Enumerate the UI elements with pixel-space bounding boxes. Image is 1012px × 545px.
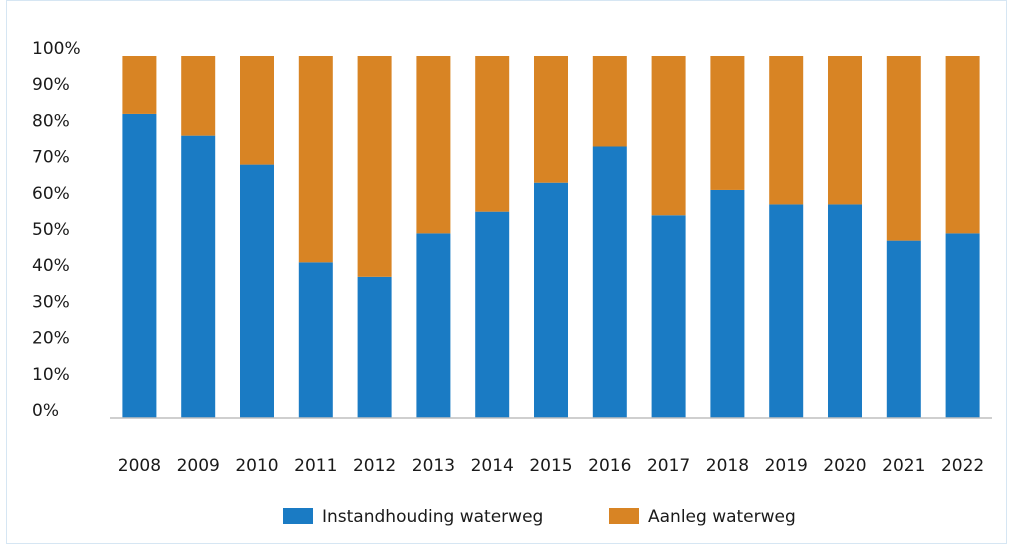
x-tick-label: 2012: [353, 456, 396, 476]
y-tick-label: 70%: [32, 148, 70, 168]
bar-segment: [240, 56, 274, 165]
y-tick-label: 90%: [32, 75, 70, 95]
bar-segment: [122, 113, 157, 419]
x-tick-label: 2019: [765, 456, 808, 476]
x-tick-label: 2014: [471, 456, 514, 476]
bar-segment: [534, 56, 568, 183]
x-tick-label: 2008: [118, 456, 161, 476]
x-tick-label: 2020: [823, 456, 866, 476]
bar-segment: [828, 204, 862, 418]
bar-segment: [298, 262, 333, 418]
bar-segment: [122, 56, 157, 114]
bar-segment: [592, 56, 627, 147]
bar-segment: [240, 164, 274, 418]
bar-segment: [886, 240, 921, 418]
bar-segment: [651, 56, 686, 216]
bar-segment: [710, 189, 745, 418]
bar-segment: [886, 56, 921, 241]
bar-segment: [769, 56, 804, 205]
bar-segment: [945, 56, 980, 234]
bar-segment: [416, 56, 451, 234]
bar-segment: [592, 146, 627, 418]
bar-segment: [357, 56, 392, 277]
bar-segment: [945, 233, 980, 418]
x-tick-label: 2018: [706, 456, 749, 476]
x-tick-label: 2010: [235, 456, 278, 476]
bar-segment: [475, 211, 510, 418]
x-tick-label: 2021: [882, 456, 925, 476]
bar-segment: [298, 56, 333, 263]
x-tick-label: 2017: [647, 456, 690, 476]
bar-segment: [475, 56, 510, 212]
x-tick-label: 2011: [294, 456, 337, 476]
y-tick-label: 40%: [32, 256, 70, 276]
bar-segment: [181, 56, 216, 136]
x-tick-label: 2015: [529, 456, 572, 476]
bar-segment: [181, 135, 216, 418]
y-tick-label: 100%: [32, 39, 81, 59]
bar-segment: [769, 204, 804, 418]
legend-label: Aanleg waterweg: [648, 507, 796, 527]
legend-label: Instandhouding waterweg: [322, 507, 543, 527]
x-tick-label: 2022: [941, 456, 984, 476]
y-tick-label: 60%: [32, 184, 70, 204]
bar-segment: [828, 56, 862, 205]
y-tick-label: 10%: [32, 365, 70, 385]
y-tick-label: 0%: [32, 401, 59, 421]
y-tick-label: 20%: [32, 329, 70, 349]
bar-segment: [534, 182, 568, 418]
x-tick-label: 2016: [588, 456, 631, 476]
legend-swatch: [609, 508, 639, 524]
x-tick-label: 2013: [412, 456, 455, 476]
frame: [6, 0, 1007, 544]
bar-segment: [651, 215, 686, 418]
bar-segment: [710, 56, 745, 190]
y-tick-label: 30%: [32, 292, 70, 312]
x-tick-label: 2009: [177, 456, 220, 476]
legend-swatch: [283, 508, 313, 524]
bar-segment: [416, 233, 451, 418]
y-tick-label: 80%: [32, 111, 70, 131]
bar-segment: [357, 276, 392, 418]
y-tick-label: 50%: [32, 220, 70, 240]
